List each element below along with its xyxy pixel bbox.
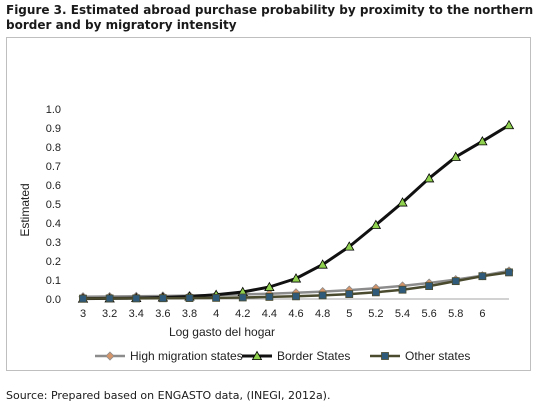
x-tick-label: 5.8 (448, 308, 463, 320)
data-point-other-states (185, 294, 194, 302)
y-axis-title: Estimated (18, 183, 32, 236)
y-tick-label: 0.4 (46, 218, 61, 230)
data-point-border-states (503, 119, 515, 130)
x-tick-label: 3.8 (182, 308, 197, 320)
x-tick-label: 5.4 (395, 308, 410, 320)
data-point-other-states (425, 282, 434, 290)
legend-swatch-marker (251, 350, 263, 361)
data-point-other-states (265, 293, 274, 301)
data-point-border-states (317, 259, 328, 269)
legend-label: Other states (405, 349, 470, 363)
y-tick-label: 0.0 (46, 294, 61, 306)
x-tick-label: 4.8 (315, 308, 330, 320)
figure-title: Figure 3. Estimated abroad purchase prob… (6, 3, 534, 32)
x-tick-label: 5.2 (368, 308, 383, 320)
data-point-border-states (344, 241, 355, 251)
y-tick-label: 0.9 (46, 123, 61, 135)
x-tick-label: 3 (80, 308, 86, 320)
y-tick-label: 0.3 (46, 237, 61, 249)
legend-label: High migration states (130, 349, 243, 363)
x-tick-label: 4.6 (288, 308, 303, 320)
x-tick-label: 4.2 (235, 308, 250, 320)
x-axis-title: Log gasto del hogar (169, 325, 275, 339)
data-point-other-states (398, 285, 407, 294)
x-tick-label: 3.4 (129, 308, 144, 320)
data-point-border-states (397, 197, 408, 207)
data-point-other-states (158, 294, 167, 303)
x-tick-label: 5 (346, 308, 352, 320)
x-tick-label: 5.6 (421, 308, 436, 320)
source-note: Source: Prepared based on ENGASTO data, … (6, 389, 331, 402)
series-line-border-states (82, 123, 510, 301)
data-point-other-states (79, 294, 87, 303)
line-chart: 0.0 0.1 0.2 0.3 0.4 0.5 0.6 0.7 0.8 0.9 1.0 3 3.2 3.4… (18, 104, 515, 363)
legend-swatch-marker (381, 352, 389, 360)
legend-swatch-marker (105, 351, 115, 361)
data-point-other-states (371, 288, 380, 297)
y-tick-label: 0.6 (46, 180, 61, 192)
y-tick-label: 0.2 (46, 256, 61, 268)
data-point-border-states (477, 135, 488, 146)
y-tick-label: 0.8 (46, 142, 61, 154)
x-tick-label: 4 (213, 308, 219, 320)
data-point-border-states (450, 151, 461, 161)
y-tick-label: 0.7 (46, 161, 61, 173)
chart-frame: 0.0 0.1 0.2 0.3 0.4 0.5 0.6 0.7 0.8 0.9 1.0 3 3.2 3.4… (6, 37, 531, 371)
data-point-other-states (318, 291, 327, 300)
legend-label: Border States (277, 349, 350, 363)
y-tick-label: 0.5 (46, 199, 61, 211)
data-point-other-states (105, 294, 114, 303)
data-point-other-states (238, 293, 247, 302)
x-tick-label: 3.2 (102, 308, 117, 320)
x-tick-label: 3.6 (155, 308, 170, 320)
data-point-other-states (212, 293, 221, 302)
x-tick-label: 4.4 (262, 308, 277, 320)
data-point-border-states (290, 273, 302, 283)
y-tick-label: 1.0 (46, 104, 61, 116)
data-point-border-states (423, 173, 435, 183)
data-point-other-states (505, 268, 513, 277)
data-point-other-states (292, 292, 300, 301)
data-point-other-states (345, 290, 354, 298)
x-tick-label: 6 (479, 308, 485, 320)
data-point-other-states (132, 294, 141, 303)
data-point-border-states (264, 281, 275, 292)
data-point-other-states (478, 272, 487, 281)
y-tick-label: 0.1 (46, 275, 61, 287)
data-point-border-states (370, 219, 382, 229)
data-point-other-states (451, 277, 460, 286)
